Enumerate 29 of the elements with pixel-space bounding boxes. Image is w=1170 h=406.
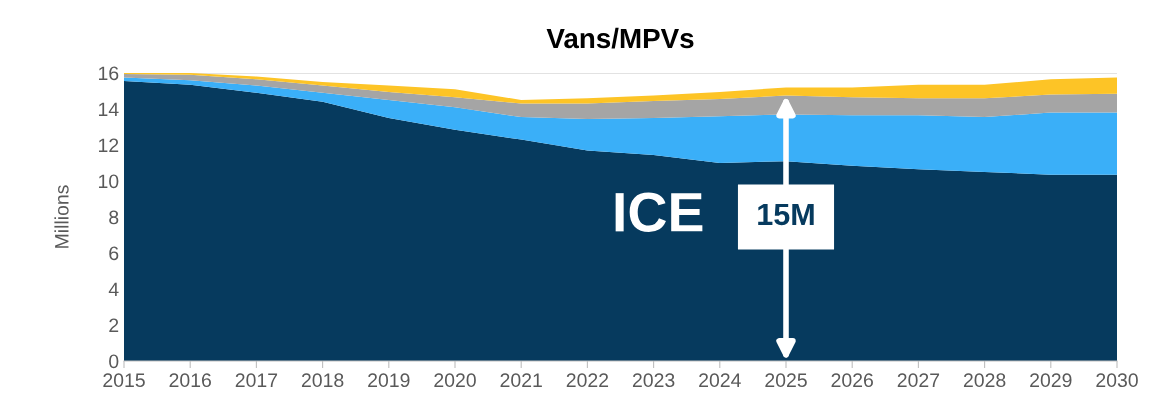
y-tick-label: 4: [108, 282, 119, 297]
x-tick-label: 2024: [699, 373, 741, 388]
annotation: 15M: [758, 203, 814, 226]
y-tick-label: 12: [99, 138, 119, 153]
x-tick-label: 2023: [632, 373, 675, 388]
y-tick-label: 10: [99, 174, 119, 189]
x-tick-label: 2020: [434, 373, 476, 388]
x-tick-label: 2021: [500, 373, 542, 388]
x-tick-label: 2028: [963, 373, 1006, 388]
y-tick-label: 6: [109, 246, 119, 261]
y-tick-label: 2: [109, 318, 119, 333]
y-axis-title: Millions: [54, 185, 69, 248]
x-tick-label: 2017: [235, 373, 278, 388]
y-tick-label: 8: [109, 210, 119, 225]
x-tick-label: 2018: [301, 373, 344, 388]
y-tick-label: 16: [99, 66, 119, 81]
x-tick-label: 2030: [1096, 373, 1138, 388]
x-tick-label: 2019: [368, 373, 410, 388]
chart-title: Vans/MPVs: [546, 27, 694, 49]
x-tick-label: 2022: [566, 373, 609, 388]
y-tick-label: 14: [99, 102, 119, 117]
annotation: ICE: [615, 192, 703, 232]
x-tick-label: 2029: [1030, 373, 1072, 388]
x-tick-label: 2016: [169, 373, 211, 388]
x-tick-label: 2026: [831, 373, 873, 388]
x-tick-label: 2025: [765, 373, 807, 388]
x-tick-label: 2027: [897, 373, 940, 388]
y-tick-label: 0: [109, 354, 119, 369]
x-tick-label: 2015: [103, 373, 145, 388]
